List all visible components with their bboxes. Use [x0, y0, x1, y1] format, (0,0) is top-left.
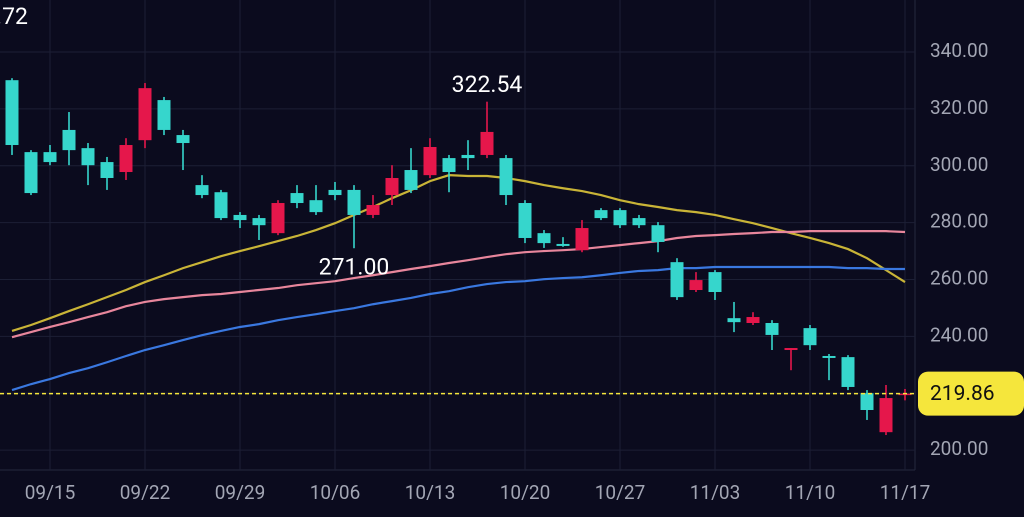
candle-body: [556, 243, 570, 246]
candle-body: [290, 193, 304, 204]
candle-body: [746, 317, 760, 324]
candle-body: [632, 218, 646, 226]
candle-body: [366, 205, 380, 215]
x-tick-label: 09/22: [120, 481, 171, 504]
candle-body: [252, 218, 266, 226]
candle-body: [537, 233, 551, 244]
corner-text: .72: [0, 3, 28, 30]
candle-body: [822, 355, 836, 358]
candle-body: [670, 262, 684, 298]
low-label: 271.00: [319, 253, 390, 280]
candle-body: [442, 158, 456, 173]
candle-body: [575, 228, 589, 251]
candle-body: [214, 192, 228, 219]
candle-body: [271, 203, 285, 234]
candle-body: [727, 318, 741, 323]
x-tick-label: 10/06: [310, 481, 361, 504]
candle-body: [347, 189, 361, 215]
candle-body: [499, 158, 513, 196]
y-tick-label: 320.00: [930, 96, 988, 119]
candle-body: [879, 398, 893, 433]
candle-body: [860, 393, 874, 411]
ma-line: [11, 265, 905, 392]
x-tick-label: 10/13: [405, 481, 456, 504]
y-tick-label: 340.00: [930, 39, 988, 62]
y-tick-label: 280.00: [930, 210, 988, 233]
candle-body: [157, 100, 171, 130]
y-tick-label: 360.00: [930, 0, 988, 5]
last-price-label: 219.86: [930, 382, 995, 406]
high-label: 322.54: [452, 71, 523, 98]
candle-body: [461, 154, 475, 159]
candle-body: [841, 357, 855, 387]
candle-body: [138, 88, 152, 141]
x-tick-label: 09/15: [25, 481, 76, 504]
candle-body: [784, 348, 798, 351]
candle-body: [594, 210, 608, 219]
last-price-badge: [918, 371, 1024, 416]
candle-body: [423, 146, 437, 176]
y-tick-label: 200.00: [930, 437, 988, 460]
x-tick-label: 10/27: [595, 481, 646, 504]
candle-body: [176, 135, 190, 144]
candles: [5, 78, 912, 436]
candle-body: [233, 214, 247, 221]
candle-body: [613, 210, 627, 226]
candle-body: [328, 189, 342, 196]
moving-averages: [11, 174, 906, 392]
candle-body: [81, 148, 95, 166]
x-tick-label: 11/10: [785, 481, 836, 504]
candle-body: [309, 200, 323, 213]
candle-body: [24, 152, 38, 194]
candle-body: [803, 328, 817, 346]
y-tick-label: 240.00: [930, 323, 988, 346]
candle-body: [708, 272, 722, 293]
candle-body: [651, 225, 665, 242]
candle-body: [100, 162, 114, 178]
candle-body: [480, 131, 494, 155]
candle-body: [689, 280, 703, 291]
x-tick-label: 11/17: [880, 481, 931, 504]
candle-body: [43, 152, 57, 163]
labels: 200.00220.00240.00260.00280.00300.00320.…: [0, 0, 1024, 504]
candle-body: [62, 129, 76, 151]
candle-body: [765, 323, 779, 335]
candle-body: [385, 177, 399, 196]
candle-body: [119, 145, 133, 173]
candle-body: [5, 80, 19, 146]
x-tick-label: 09/29: [215, 481, 266, 504]
candle-body: [518, 203, 532, 238]
candle-body: [404, 170, 418, 190]
y-tick-label: 260.00: [930, 267, 988, 290]
x-tick-label: 11/03: [690, 481, 741, 504]
ma-line: [11, 230, 906, 339]
y-tick-label: 300.00: [930, 153, 988, 176]
candle-body: [195, 185, 209, 196]
x-tick-label: 10/20: [500, 481, 551, 504]
ma-line: [11, 174, 906, 333]
